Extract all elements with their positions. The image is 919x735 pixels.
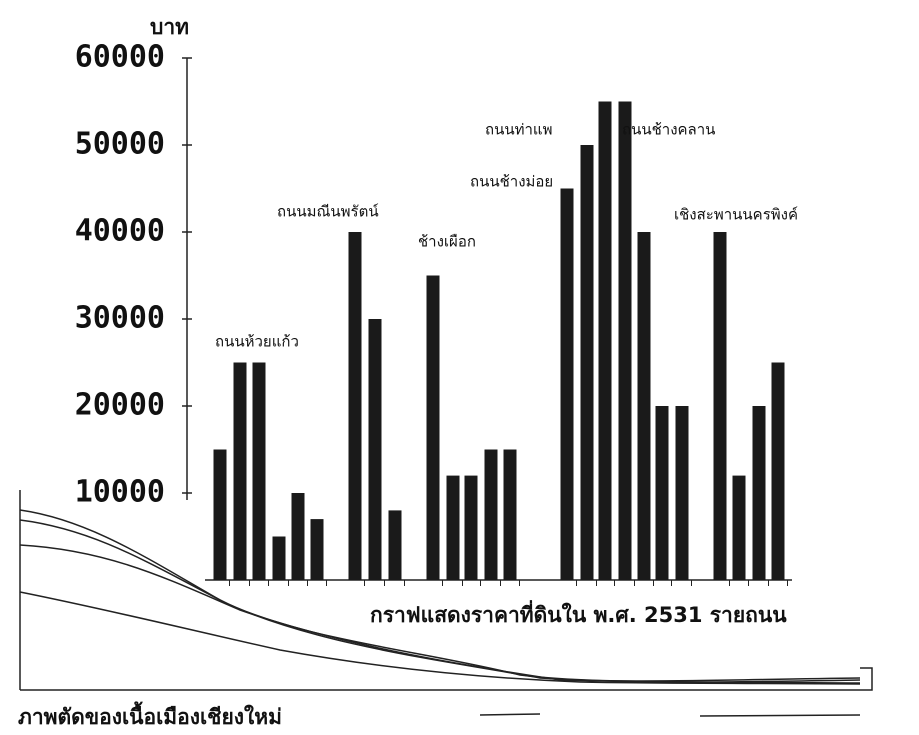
y-tick-label: 50000: [75, 127, 165, 162]
bar: [233, 362, 247, 580]
bar: [213, 449, 227, 580]
y-tick-label: 40000: [75, 214, 165, 249]
group-label: เชิงสะพานนครพิงค์: [674, 206, 798, 224]
group-label: ถนนช้างคลาน: [622, 121, 715, 139]
bar: [713, 232, 727, 580]
section-caption: ภาพตัดของเนื้อเมืองเชียงใหม่: [18, 701, 282, 729]
bar: [618, 101, 632, 580]
bar: [446, 475, 460, 580]
bar: [348, 232, 362, 580]
group-label: ถนนท่าแพ: [485, 121, 552, 139]
y-tick-label: 60000: [75, 40, 165, 75]
y-tick-label: 20000: [75, 388, 165, 423]
bar: [291, 493, 305, 580]
bar: [598, 101, 612, 580]
unit-label: บาท: [150, 15, 189, 39]
bar: [752, 406, 766, 580]
group-label: ช้างเผือก: [418, 233, 476, 251]
bar: [388, 510, 402, 580]
group-label: ถนนช้างม่อย: [470, 173, 553, 191]
bar: [310, 519, 324, 580]
bar: [675, 406, 689, 580]
bar: [252, 362, 266, 580]
bar: [484, 449, 498, 580]
group-label: ถนนมณีนพรัตน์: [277, 203, 379, 221]
bar: [580, 145, 594, 580]
chart-caption: กราฟแสดงราคาที่ดินใน พ.ศ. 2531 รายถนน: [370, 599, 787, 627]
bar: [368, 319, 382, 580]
bar: [637, 232, 651, 580]
bar: [560, 188, 574, 580]
bar: [464, 475, 478, 580]
bar: [503, 449, 517, 580]
bar: [732, 475, 746, 580]
bar: [771, 362, 785, 580]
y-tick-label: 10000: [75, 475, 165, 510]
bar: [655, 406, 669, 580]
city-cross-section: [19, 490, 873, 717]
bar: [272, 536, 286, 580]
bar: [426, 275, 440, 580]
y-tick-label: 30000: [75, 301, 165, 336]
group-label: ถนนห้วยแก้ว: [215, 333, 299, 351]
